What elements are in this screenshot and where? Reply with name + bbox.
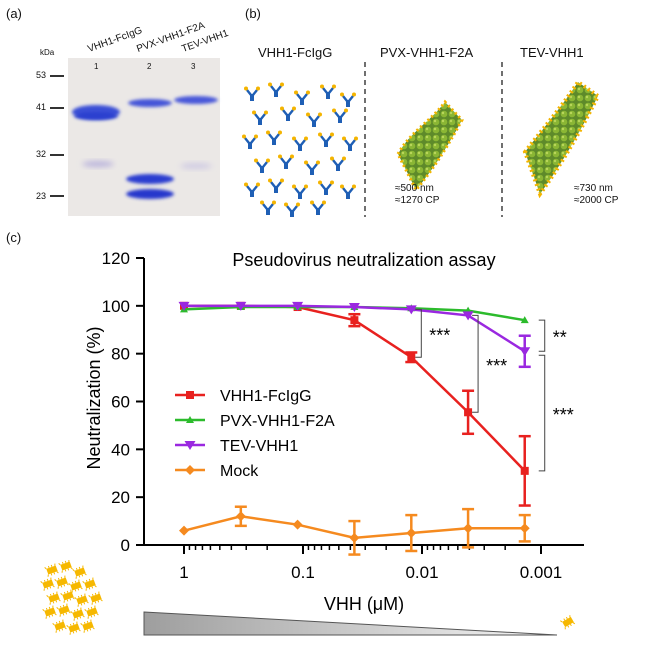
marker-41: 41 [35, 102, 46, 112]
lane-number-2: 2 [147, 62, 152, 71]
tev-particle [522, 79, 601, 199]
legend-item: VHH1-FcIgG [175, 388, 312, 405]
legend-label: Mock [220, 463, 259, 480]
legend-item: PVX-VHH1-F2A [175, 413, 335, 430]
significance-label: *** [429, 325, 450, 345]
data-point [350, 316, 359, 325]
b-title-fcigg: VHH1-FcIgG [258, 45, 333, 60]
marker-23: 23 [35, 191, 46, 201]
data-point [186, 391, 194, 399]
y-tick-label: 20 [111, 488, 130, 507]
data-point [178, 301, 190, 311]
band-lane3 [174, 96, 218, 104]
x-axis-label: VHH (μM) [324, 594, 404, 614]
data-point [235, 511, 246, 522]
sig-bracket-4: *** [538, 354, 574, 472]
data-point [520, 316, 529, 324]
data-point [186, 416, 194, 423]
panel-c-label: (c) [6, 230, 22, 245]
sig-bracket-2: *** [472, 314, 507, 413]
band-lane3-faint [180, 163, 212, 169]
data-point [405, 305, 417, 315]
pvx-particle [396, 99, 464, 193]
marker-32: 32 [35, 149, 46, 159]
y-tick-label: 60 [111, 393, 130, 412]
significance-label: ** [553, 328, 567, 348]
series-mock [179, 505, 531, 556]
marker-tick-32 [50, 154, 64, 156]
y-tick-label: 40 [111, 440, 130, 459]
x-tick-label: 0.1 [291, 563, 315, 582]
significance-label: *** [553, 405, 574, 425]
legend-label: PVX-VHH1-F2A [220, 413, 335, 430]
x-tick-label: 1 [179, 563, 188, 582]
band-lane2-mid [126, 174, 174, 184]
bracket-line [472, 314, 479, 413]
tev-length: ≈730 nm [574, 183, 613, 194]
schematic-b [240, 62, 601, 219]
tev-cp: ≈2000 CP [574, 195, 619, 206]
series-tev-vhh1 [178, 301, 531, 369]
data-point [179, 525, 189, 536]
marker-tick-41 [50, 107, 64, 109]
bracket-line [538, 319, 546, 352]
band-lane2-top [128, 99, 172, 107]
particle-cluster-icon [40, 560, 103, 636]
antibody-cluster [240, 81, 360, 219]
chart-title: Pseudovirus neutralization assay [232, 250, 495, 270]
data-point [292, 301, 304, 311]
data-point [235, 301, 247, 311]
pvx-length: ≈500 nm [395, 183, 434, 194]
data-point [519, 523, 530, 534]
band-lane1-heavy-core [74, 112, 118, 120]
x-tick-label: 0.001 [520, 563, 563, 582]
data-point [184, 441, 196, 450]
data-point [406, 528, 417, 539]
single-particle-icon [559, 614, 576, 630]
y-axis-label: Neutralization (%) [84, 326, 104, 469]
data-point [407, 353, 416, 362]
legend-label: TEV-VHH1 [220, 438, 298, 455]
sig-bracket-3: ** [538, 319, 567, 352]
data-point [463, 523, 474, 534]
pvx-cp: ≈1270 CP [395, 195, 440, 206]
marker-tick-23 [50, 195, 64, 197]
data-point [349, 532, 360, 543]
gel-image [50, 58, 220, 216]
band-lane2-low [126, 189, 174, 199]
data-point [462, 311, 474, 321]
sig-bracket-1: *** [415, 308, 450, 358]
bracket-line [415, 308, 422, 358]
data-point [348, 303, 360, 313]
b-title-pvx: PVX-VHH1-F2A [380, 45, 474, 60]
legend-item: TEV-VHH1 [175, 438, 298, 455]
y-tick-label: 100 [102, 297, 130, 316]
concentration-graphic [40, 560, 576, 636]
lane-label-1: VHH1-FcIgG [86, 25, 144, 55]
neutralization-chart: Pseudovirus neutralization assay Neutral… [84, 249, 584, 614]
y-tick-label: 120 [102, 249, 130, 268]
data-point [464, 408, 473, 417]
y-tick-label: 0 [121, 536, 130, 555]
x-tick-label: 0.01 [405, 563, 438, 582]
data-point [185, 465, 195, 475]
data-point [292, 519, 303, 530]
lane-number-3: 3 [191, 62, 196, 71]
data-point [520, 466, 529, 475]
significance-label: *** [486, 356, 507, 376]
panel-b-label: (b) [245, 6, 261, 21]
legend-label: VHH1-FcIgG [220, 388, 312, 405]
concentration-wedge [143, 611, 558, 636]
b-title-tev: TEV-VHH1 [520, 45, 584, 60]
marker-tick-53 [50, 75, 64, 77]
y-tick-label: 80 [111, 345, 130, 364]
data-point [519, 347, 531, 357]
panel-a-label: (a) [6, 6, 22, 21]
marker-53: 53 [35, 70, 46, 80]
bracket-line [538, 354, 546, 472]
kda-label: kDa [40, 48, 55, 57]
legend-item: Mock [175, 463, 259, 480]
lane-number-1: 1 [94, 62, 99, 71]
band-lane1-faint [82, 161, 114, 167]
